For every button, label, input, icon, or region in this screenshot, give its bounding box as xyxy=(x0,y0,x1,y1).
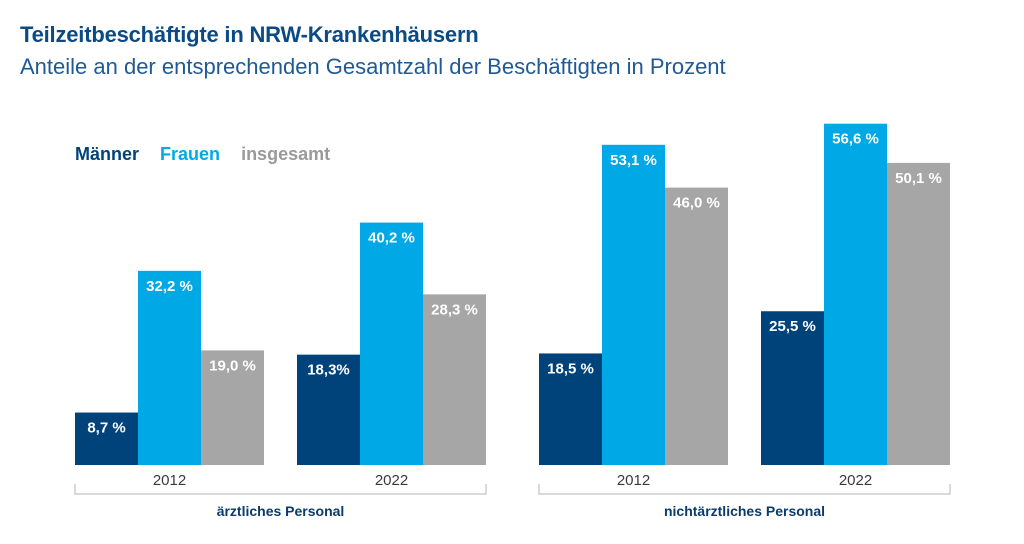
bar-1-2022-insgesamt xyxy=(423,294,486,465)
legend-frauen: Frauen xyxy=(160,144,221,164)
year-label: 2022 xyxy=(375,472,408,489)
bar-value-label: 32,2 % xyxy=(146,278,193,295)
group-bracket xyxy=(74,484,487,495)
group-label: ärztliches Personal xyxy=(217,503,345,519)
bar-1-2012-insgesamt xyxy=(201,350,264,465)
bar-value-label: 25,5 % xyxy=(769,318,816,335)
bar-value-label: 28,3 % xyxy=(431,301,478,318)
bar-2-2012-frauen xyxy=(602,144,665,465)
legend-maenner: Männer xyxy=(75,144,140,164)
bar-value-label: 18,3% xyxy=(307,362,350,379)
bar-value-label: 18,5 % xyxy=(547,360,594,377)
bar-value-label: 8,7 % xyxy=(87,420,125,437)
bar-2-2012-insgesamt xyxy=(665,187,728,465)
year-label: 2022 xyxy=(839,472,872,489)
bar-1-2012-frauen xyxy=(138,270,201,465)
bar-2-2022-frauen xyxy=(824,123,887,466)
bar-value-label: 46,0 % xyxy=(673,195,720,212)
chart-title: Teilzeitbeschäftigte in NRW-Krankenhäuse… xyxy=(20,22,479,47)
group-label: nichtärztliches Personal xyxy=(664,503,825,519)
bar-value-label: 56,6 % xyxy=(832,131,879,148)
bar-1-2022-frauen xyxy=(360,222,423,465)
bar-2-2022-insgesamt xyxy=(887,162,950,465)
bar-1-2022-männer xyxy=(297,354,360,465)
bar-value-label: 50,1 % xyxy=(895,170,942,187)
bar-value-label: 53,1 % xyxy=(610,152,657,169)
bar-1-2012-männer xyxy=(75,412,138,465)
year-label: 2012 xyxy=(617,472,650,489)
bar-value-label: 40,2 % xyxy=(368,230,415,247)
legend-insgesamt: insgesamt xyxy=(241,144,331,164)
bar-value-label: 19,0 % xyxy=(209,357,256,374)
chart-subtitle: Anteile an der entsprechenden Gesamtzahl… xyxy=(20,54,726,79)
bar-2-2012-männer xyxy=(539,353,602,465)
group-bracket xyxy=(538,484,951,495)
year-label: 2012 xyxy=(153,472,186,489)
bar-2-2022-männer xyxy=(761,311,824,465)
legend: Männer Frauen insgesamt xyxy=(75,144,346,165)
